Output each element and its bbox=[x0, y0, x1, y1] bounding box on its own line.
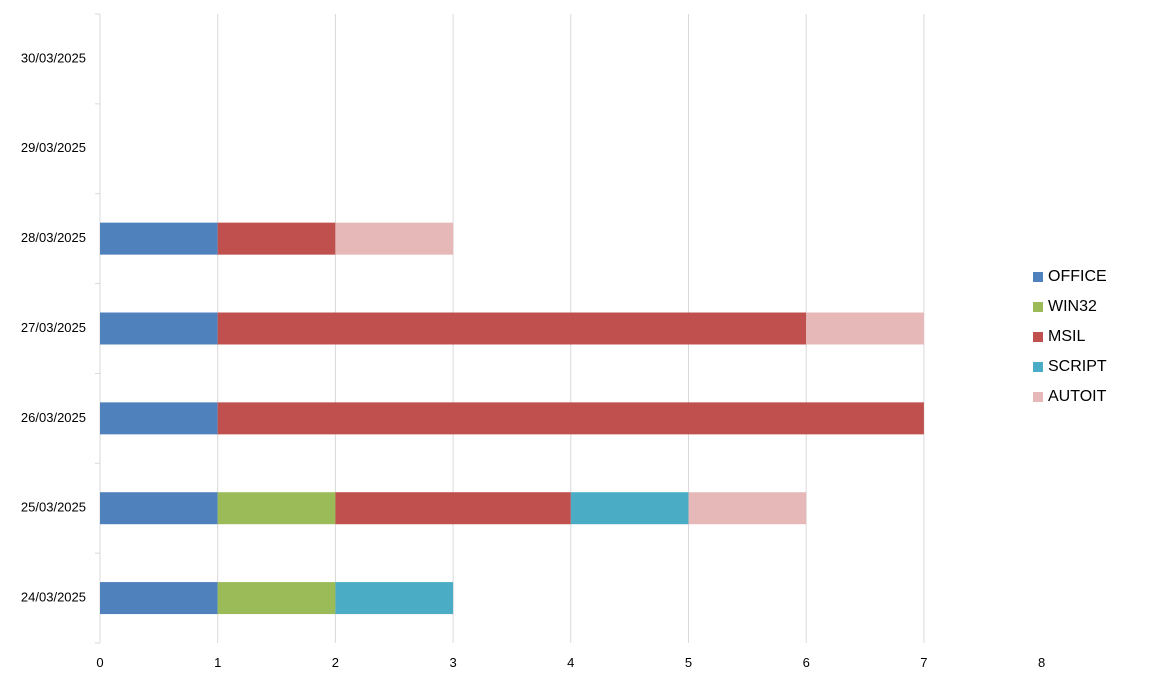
bar-segment-script bbox=[570, 492, 689, 525]
x-tick-label: 1 bbox=[214, 655, 221, 670]
legend-swatch bbox=[1033, 392, 1043, 402]
legend-swatch bbox=[1033, 272, 1043, 282]
legend-swatch bbox=[1033, 362, 1043, 372]
x-tick-label: 2 bbox=[332, 655, 339, 670]
bar-segment-office bbox=[100, 222, 218, 255]
x-tick-label: 4 bbox=[567, 655, 574, 670]
bar-segment-script bbox=[335, 582, 454, 615]
legend-label: OFFICE bbox=[1048, 268, 1107, 285]
y-tick-label: 24/03/2025 bbox=[21, 590, 86, 605]
bar-segment-win32 bbox=[217, 492, 336, 525]
y-tick-label: 29/03/2025 bbox=[21, 140, 86, 155]
legend-swatch bbox=[1033, 302, 1043, 312]
x-tick-label: 7 bbox=[920, 655, 927, 670]
x-tick-label: 3 bbox=[449, 655, 456, 670]
y-tick-label: 26/03/2025 bbox=[21, 410, 86, 425]
bar-segment-msil bbox=[217, 312, 807, 345]
legend-label: WIN32 bbox=[1048, 298, 1097, 315]
bar-segment-office bbox=[100, 312, 218, 345]
x-tick-labels: 0 1 2 3 4 5 6 7 8 bbox=[96, 655, 1045, 670]
x-tick-label: 0 bbox=[96, 655, 103, 670]
x-tick-label: 6 bbox=[803, 655, 810, 670]
bar-segment-msil bbox=[335, 492, 571, 525]
x-tick-label: 5 bbox=[685, 655, 692, 670]
bar-segment-office bbox=[100, 582, 218, 615]
bar-segment-win32 bbox=[217, 582, 336, 615]
legend: OFFICE WIN32 MSIL SCRIPT AUTOIT bbox=[1033, 268, 1107, 405]
legend-swatch bbox=[1033, 332, 1043, 342]
bars bbox=[100, 222, 924, 615]
y-tick-labels: 24/03/2025 25/03/2025 26/03/2025 27/03/2025… bbox=[21, 50, 86, 604]
bar-segment-autoit bbox=[688, 492, 807, 525]
legend-label: MSIL bbox=[1048, 328, 1085, 345]
y-axis bbox=[95, 13, 101, 644]
legend-label: AUTOIT bbox=[1048, 388, 1107, 405]
legend-label: SCRIPT bbox=[1048, 358, 1107, 375]
bar-segment-autoit bbox=[806, 312, 924, 345]
y-tick-label: 25/03/2025 bbox=[21, 500, 86, 515]
x-tick-label: 8 bbox=[1038, 655, 1045, 670]
bar-segment-office bbox=[100, 492, 218, 525]
bar-segment-msil bbox=[217, 222, 336, 255]
y-tick-label: 30/03/2025 bbox=[21, 50, 86, 65]
bar-segment-msil bbox=[217, 402, 924, 435]
bar-segment-office bbox=[100, 402, 218, 435]
y-tick-label: 27/03/2025 bbox=[21, 320, 86, 335]
y-tick-label: 28/03/2025 bbox=[21, 230, 86, 245]
bar-segment-autoit bbox=[335, 222, 454, 255]
